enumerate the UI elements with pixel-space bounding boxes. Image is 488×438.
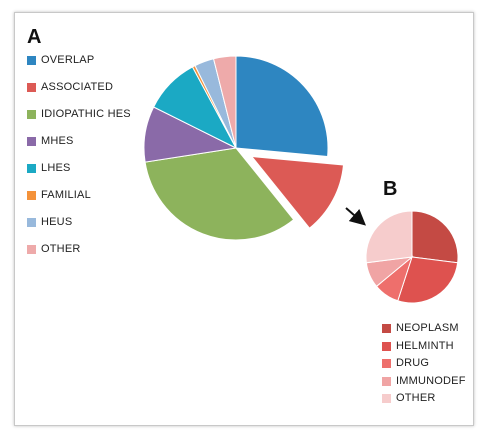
- pie-b: [365, 210, 459, 304]
- a-legend-label-overlap: OVERLAP: [41, 54, 95, 66]
- a-legend-swatch-other: [27, 245, 36, 254]
- a-legend-label-idiopathic-hes: IDIOPATHIC HES: [41, 108, 131, 120]
- a-legend-swatch-heus: [27, 218, 36, 227]
- a-legend-swatch-associated: [27, 83, 36, 92]
- a-legend-swatch-lhes: [27, 164, 36, 173]
- a-legend-swatch-idiopathic-hes: [27, 110, 36, 119]
- connector-arrow: [345, 207, 366, 226]
- b-legend-swatch-helminth: [382, 341, 391, 351]
- pie-b-slice-neoplasm: [411, 210, 459, 264]
- b-legend-label-immunodef: IMMUNODEF: [396, 374, 466, 387]
- pie-b-slice-helminth: [397, 256, 459, 304]
- b-legend-label-helminth: HELMINTH: [396, 339, 454, 352]
- a-legend-label-associated: ASSOCIATED: [41, 81, 114, 93]
- pie-b-slice-other: [365, 210, 413, 264]
- panel-label-a: A: [27, 26, 42, 48]
- b-legend-label-other: OTHER: [396, 392, 436, 404]
- a-legend-label-familial: FAMILIAL: [41, 189, 91, 201]
- panel-label-b: B: [383, 178, 398, 200]
- b-legend-swatch-drug: [382, 359, 391, 368]
- a-legend-label-lhes: LHES: [41, 162, 71, 174]
- b-legend-label-neoplasm: NEOPLASM: [396, 322, 459, 334]
- a-legend-label-mhes: MHES: [41, 135, 74, 147]
- b-legend-swatch-other: [382, 394, 391, 403]
- pie-a-slice-other: [212, 55, 237, 149]
- pie-a-slice-overlap: [235, 55, 329, 158]
- pie-a: [143, 55, 345, 241]
- b-legend-label-drug: DRUG: [396, 357, 430, 369]
- pie-a-slice-associated: [250, 155, 345, 229]
- b-legend-swatch-neoplasm: [382, 324, 391, 333]
- a-legend-swatch-familial: [27, 191, 36, 200]
- b-legend-swatch-immunodef: [382, 376, 391, 386]
- a-legend-swatch-overlap: [27, 56, 36, 65]
- a-legend-swatch-mhes: [27, 137, 36, 146]
- pie-a-slice-idiopathic-hes: [144, 147, 295, 241]
- a-legend-label-heus: HEUS: [41, 216, 73, 228]
- a-legend-label-other: OTHER: [41, 243, 81, 255]
